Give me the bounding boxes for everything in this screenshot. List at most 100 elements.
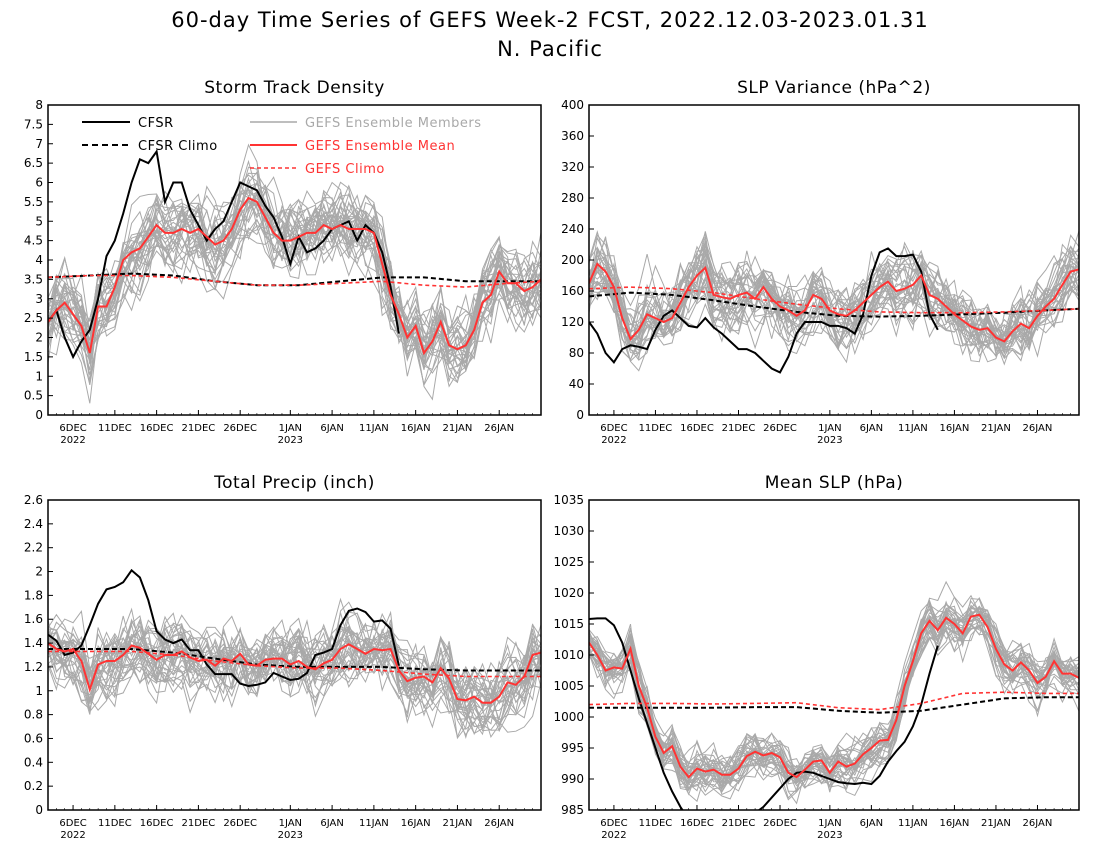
y-tick-label: 1030 bbox=[553, 524, 584, 538]
x-tick-label: 11DEC bbox=[639, 423, 673, 434]
y-tick-label: 1.2 bbox=[24, 660, 43, 674]
y-tick-label: 1015 bbox=[553, 617, 584, 631]
ensemble-member-line bbox=[48, 611, 541, 706]
y-tick-label: 4 bbox=[35, 253, 43, 267]
legend-label: GEFS Climo bbox=[305, 162, 385, 177]
ensemble-member-line bbox=[48, 189, 541, 367]
plot-area bbox=[48, 568, 541, 740]
ensemble-member-line bbox=[589, 255, 1079, 372]
y-tick-label: 5.5 bbox=[24, 195, 43, 209]
y-tick-label: 6.5 bbox=[24, 156, 43, 170]
y-tick-label: 0 bbox=[35, 803, 43, 817]
x-tick-label: 26JAN bbox=[484, 818, 514, 829]
ensemble-member-line bbox=[48, 623, 541, 740]
x-tick-label: 26JAN bbox=[1023, 423, 1053, 434]
y-tick-label: 3.5 bbox=[24, 272, 43, 286]
x-tick-label: 21JAN bbox=[981, 423, 1011, 434]
ensemble-member-line bbox=[48, 621, 541, 727]
y-tick-label: 5 bbox=[35, 214, 43, 228]
series-line-gefs-ensemble-mean bbox=[48, 196, 541, 356]
y-tick-label: 1000 bbox=[553, 710, 584, 724]
ensemble-member-line bbox=[48, 612, 541, 739]
x-tick-label: 11JAN bbox=[898, 818, 928, 829]
panel-title: Total Precip (inch) bbox=[213, 473, 375, 493]
y-tick-label: 2 bbox=[35, 565, 43, 579]
x-year-label: 2022 bbox=[60, 830, 85, 841]
y-tick-label: 3 bbox=[35, 292, 43, 306]
y-tick-label: 80 bbox=[569, 346, 584, 360]
y-tick-label: 1035 bbox=[553, 493, 584, 507]
y-tick-label: 0 bbox=[576, 408, 584, 422]
y-tick-label: 2.6 bbox=[24, 493, 43, 507]
x-tick-label: 21JAN bbox=[981, 818, 1011, 829]
y-tick-label: 1010 bbox=[553, 648, 584, 662]
y-tick-label: 2 bbox=[35, 331, 43, 345]
x-tick-label: 16DEC bbox=[680, 818, 714, 829]
y-tick-label: 1.4 bbox=[24, 636, 43, 650]
y-tick-label: 2.5 bbox=[24, 311, 43, 325]
ensemble-member-line bbox=[48, 597, 541, 727]
y-tick-label: 240 bbox=[561, 222, 584, 236]
x-year-label: 2023 bbox=[817, 435, 842, 446]
x-tick-label: 11DEC bbox=[98, 818, 132, 829]
panel-mean-slp: Mean SLP (hPa) 985 990 995 1000 1005 1010 1015 1… bbox=[553, 473, 1080, 841]
y-tick-label: 0.2 bbox=[24, 779, 43, 793]
ensemble-member-line bbox=[589, 600, 1079, 792]
x-year-label: 2022 bbox=[601, 435, 626, 446]
y-tick-label: 0.4 bbox=[24, 755, 43, 769]
series-line-cfsr bbox=[589, 617, 939, 810]
y-tick-label: 160 bbox=[561, 284, 584, 298]
x-year-label: 2022 bbox=[601, 830, 626, 841]
ensemble-member-line bbox=[48, 189, 541, 401]
x-year-label: 2023 bbox=[817, 830, 842, 841]
x-tick-label: 16DEC bbox=[140, 818, 174, 829]
ensemble-member-line bbox=[48, 628, 541, 736]
figure-title: 60-day Time Series of GEFS Week-2 FCST, … bbox=[171, 8, 929, 32]
ensemble-member-line bbox=[589, 604, 1079, 793]
x-year-label: 2023 bbox=[278, 830, 303, 841]
legend-cfsr: CFSR bbox=[82, 116, 173, 131]
y-tick-label: 280 bbox=[561, 191, 584, 205]
x-tick-label: 11JAN bbox=[359, 818, 389, 829]
legend-ensemble-mean: GEFS Ensemble Mean bbox=[250, 139, 455, 154]
x-tick-label: 26JAN bbox=[484, 423, 514, 434]
y-tick-label: 7 bbox=[35, 137, 43, 151]
plot-area bbox=[589, 580, 1079, 810]
x-tick-label: 26JAN bbox=[1023, 818, 1053, 829]
x-tick-label: 6JAN bbox=[320, 423, 343, 434]
x-tick-label: 26DEC bbox=[223, 423, 257, 434]
x-year-label: 2022 bbox=[60, 435, 85, 446]
x-tick-label: 16DEC bbox=[140, 423, 174, 434]
y-tick-label: 2.2 bbox=[24, 541, 43, 555]
series-line-gefs-ensemble-mean bbox=[48, 642, 541, 704]
ensemble-member-line bbox=[589, 236, 1079, 361]
y-tick-label: 320 bbox=[561, 160, 584, 174]
legend-label: GEFS Ensemble Mean bbox=[305, 139, 455, 154]
x-tick-label: 6JAN bbox=[860, 423, 883, 434]
y-tick-label: 0 bbox=[35, 408, 43, 422]
y-tick-label: 1.5 bbox=[24, 350, 43, 364]
ensemble-member-line bbox=[48, 210, 541, 371]
series-line-cfsr-climo bbox=[589, 696, 1079, 714]
x-tick-label: 1JAN bbox=[818, 818, 841, 829]
y-tick-label: 40 bbox=[569, 377, 584, 391]
legend-label: CFSR Climo bbox=[138, 139, 218, 154]
plot-area bbox=[589, 230, 1079, 374]
panel-title: Mean SLP (hPa) bbox=[765, 473, 904, 493]
y-tick-label: 985 bbox=[561, 803, 584, 817]
x-tick-label: 6DEC bbox=[59, 818, 86, 829]
y-tick-label: 1 bbox=[35, 369, 43, 383]
x-tick-label: 6DEC bbox=[600, 818, 627, 829]
figure-subtitle-region: N. Pacific bbox=[497, 37, 603, 61]
series-line-cfsr-climo bbox=[48, 648, 541, 672]
x-tick-label: 6JAN bbox=[320, 818, 343, 829]
plot-frame bbox=[47, 499, 542, 811]
x-tick-label: 16JAN bbox=[401, 818, 431, 829]
x-tick-label: 11JAN bbox=[898, 423, 928, 434]
ensemble-members bbox=[589, 230, 1079, 372]
series-line-gefs-ensemble-mean bbox=[589, 613, 1079, 779]
y-tick-label: 360 bbox=[561, 129, 584, 143]
ensemble-member-line bbox=[589, 597, 1079, 787]
x-tick-label: 21JAN bbox=[443, 818, 473, 829]
